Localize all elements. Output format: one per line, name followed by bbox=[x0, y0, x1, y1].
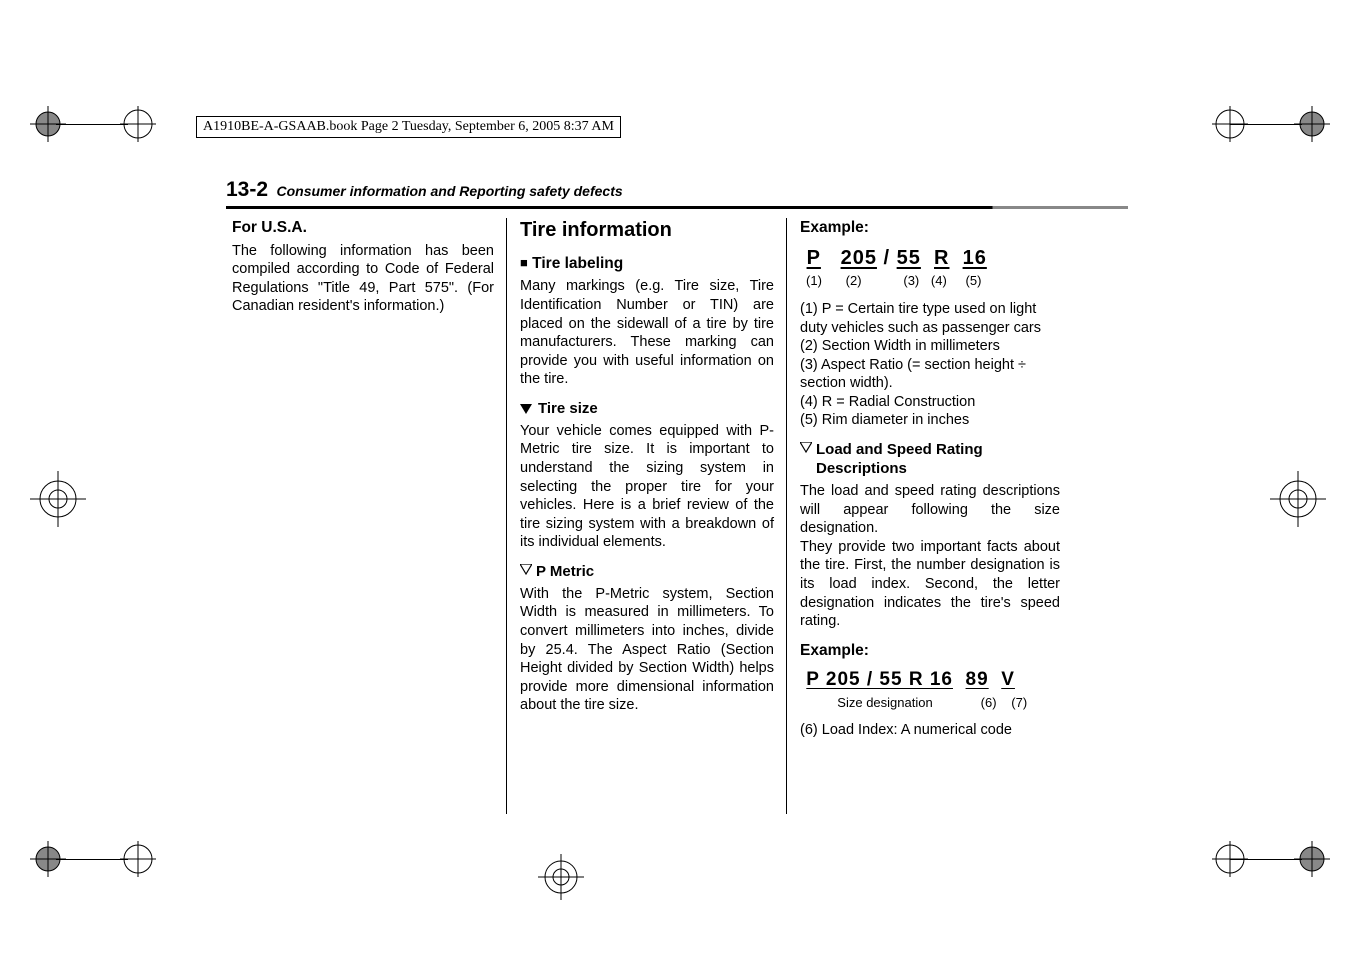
register-left-mid bbox=[30, 471, 86, 527]
col1-heading: For U.S.A. bbox=[232, 218, 494, 238]
example1-labels: (1) (2) (3) (4) (5) bbox=[800, 273, 1060, 290]
square-bullet-icon: ■ bbox=[520, 255, 528, 270]
chapter-number: 13-2 bbox=[226, 178, 268, 201]
document-header: A1910BE-A-GSAAB.book Page 2 Tuesday, Sep… bbox=[196, 116, 621, 138]
register-bottom-mid bbox=[538, 854, 584, 900]
guide-line-top-right bbox=[1230, 124, 1302, 125]
chapter-rule bbox=[226, 206, 1128, 209]
chapter-header: 13-2 Consumer information and Reporting … bbox=[226, 178, 1128, 209]
col3-p5: They provide two important facts about t… bbox=[800, 538, 1060, 631]
column-2: Tire information ■ Tire labeling Many ma… bbox=[520, 218, 774, 715]
tire-size-example-2: P 205 / 55 R 16 89 V Size designation (6… bbox=[800, 668, 1060, 711]
header-filename: A1910BE-A-GSAAB.book Page 2 Tuesday, Sep… bbox=[196, 116, 621, 138]
column-1: For U.S.A. The following information has… bbox=[232, 218, 494, 316]
col3-p4: The load and speed rating descriptions w… bbox=[800, 482, 1060, 538]
register-right-mid bbox=[1270, 471, 1326, 527]
tire-size-example-1: P 205 / 55 R 16 (1) (2) (3) (4) (5) bbox=[800, 246, 1060, 290]
col1-paragraph: The following information has been compi… bbox=[232, 242, 494, 316]
example1-label: Example: bbox=[800, 218, 1060, 238]
triangle-outline-icon bbox=[800, 442, 812, 454]
example2-labels: Size designation (6) (7) bbox=[800, 695, 1060, 712]
col3-p6: (6) Load Index: A numerical code bbox=[800, 721, 1060, 740]
guide-line-top-left bbox=[56, 124, 128, 125]
col3-heading-load-speed: Load and Speed Rating Descriptions bbox=[800, 440, 1060, 478]
guide-line-bottom-right bbox=[1230, 859, 1302, 860]
example1-codes: P 205 / 55 R 16 bbox=[800, 246, 1060, 272]
example1-definitions: (1) P = Certain tire type used on light … bbox=[800, 300, 1060, 430]
col2-heading-tire-size: Tire size bbox=[520, 399, 774, 418]
triangle-outline-icon bbox=[520, 564, 532, 576]
col2-p1: Many markings (e.g. Tire size, Tire Iden… bbox=[520, 277, 774, 388]
col2-heading-tire-labeling: ■ Tire labeling bbox=[520, 254, 774, 274]
example2-codes: P 205 / 55 R 16 89 V bbox=[800, 668, 1060, 692]
example2-label: Example: bbox=[800, 641, 1060, 661]
col2-heading-tire-info: Tire information bbox=[520, 218, 774, 244]
col2-p3: With the P-Metric system, Section Width … bbox=[520, 585, 774, 715]
column-divider-2 bbox=[786, 218, 787, 814]
guide-line-bottom-left bbox=[56, 859, 128, 860]
chapter-title: Consumer information and Reporting safet… bbox=[276, 183, 622, 199]
col2-heading-p-metric: P Metric bbox=[520, 562, 774, 581]
column-3: Example: P 205 / 55 R 16 (1) (2) (3) (4)… bbox=[800, 218, 1060, 740]
column-divider-1 bbox=[506, 218, 507, 814]
col2-p2: Your vehicle comes equipped with P-Metri… bbox=[520, 422, 774, 552]
